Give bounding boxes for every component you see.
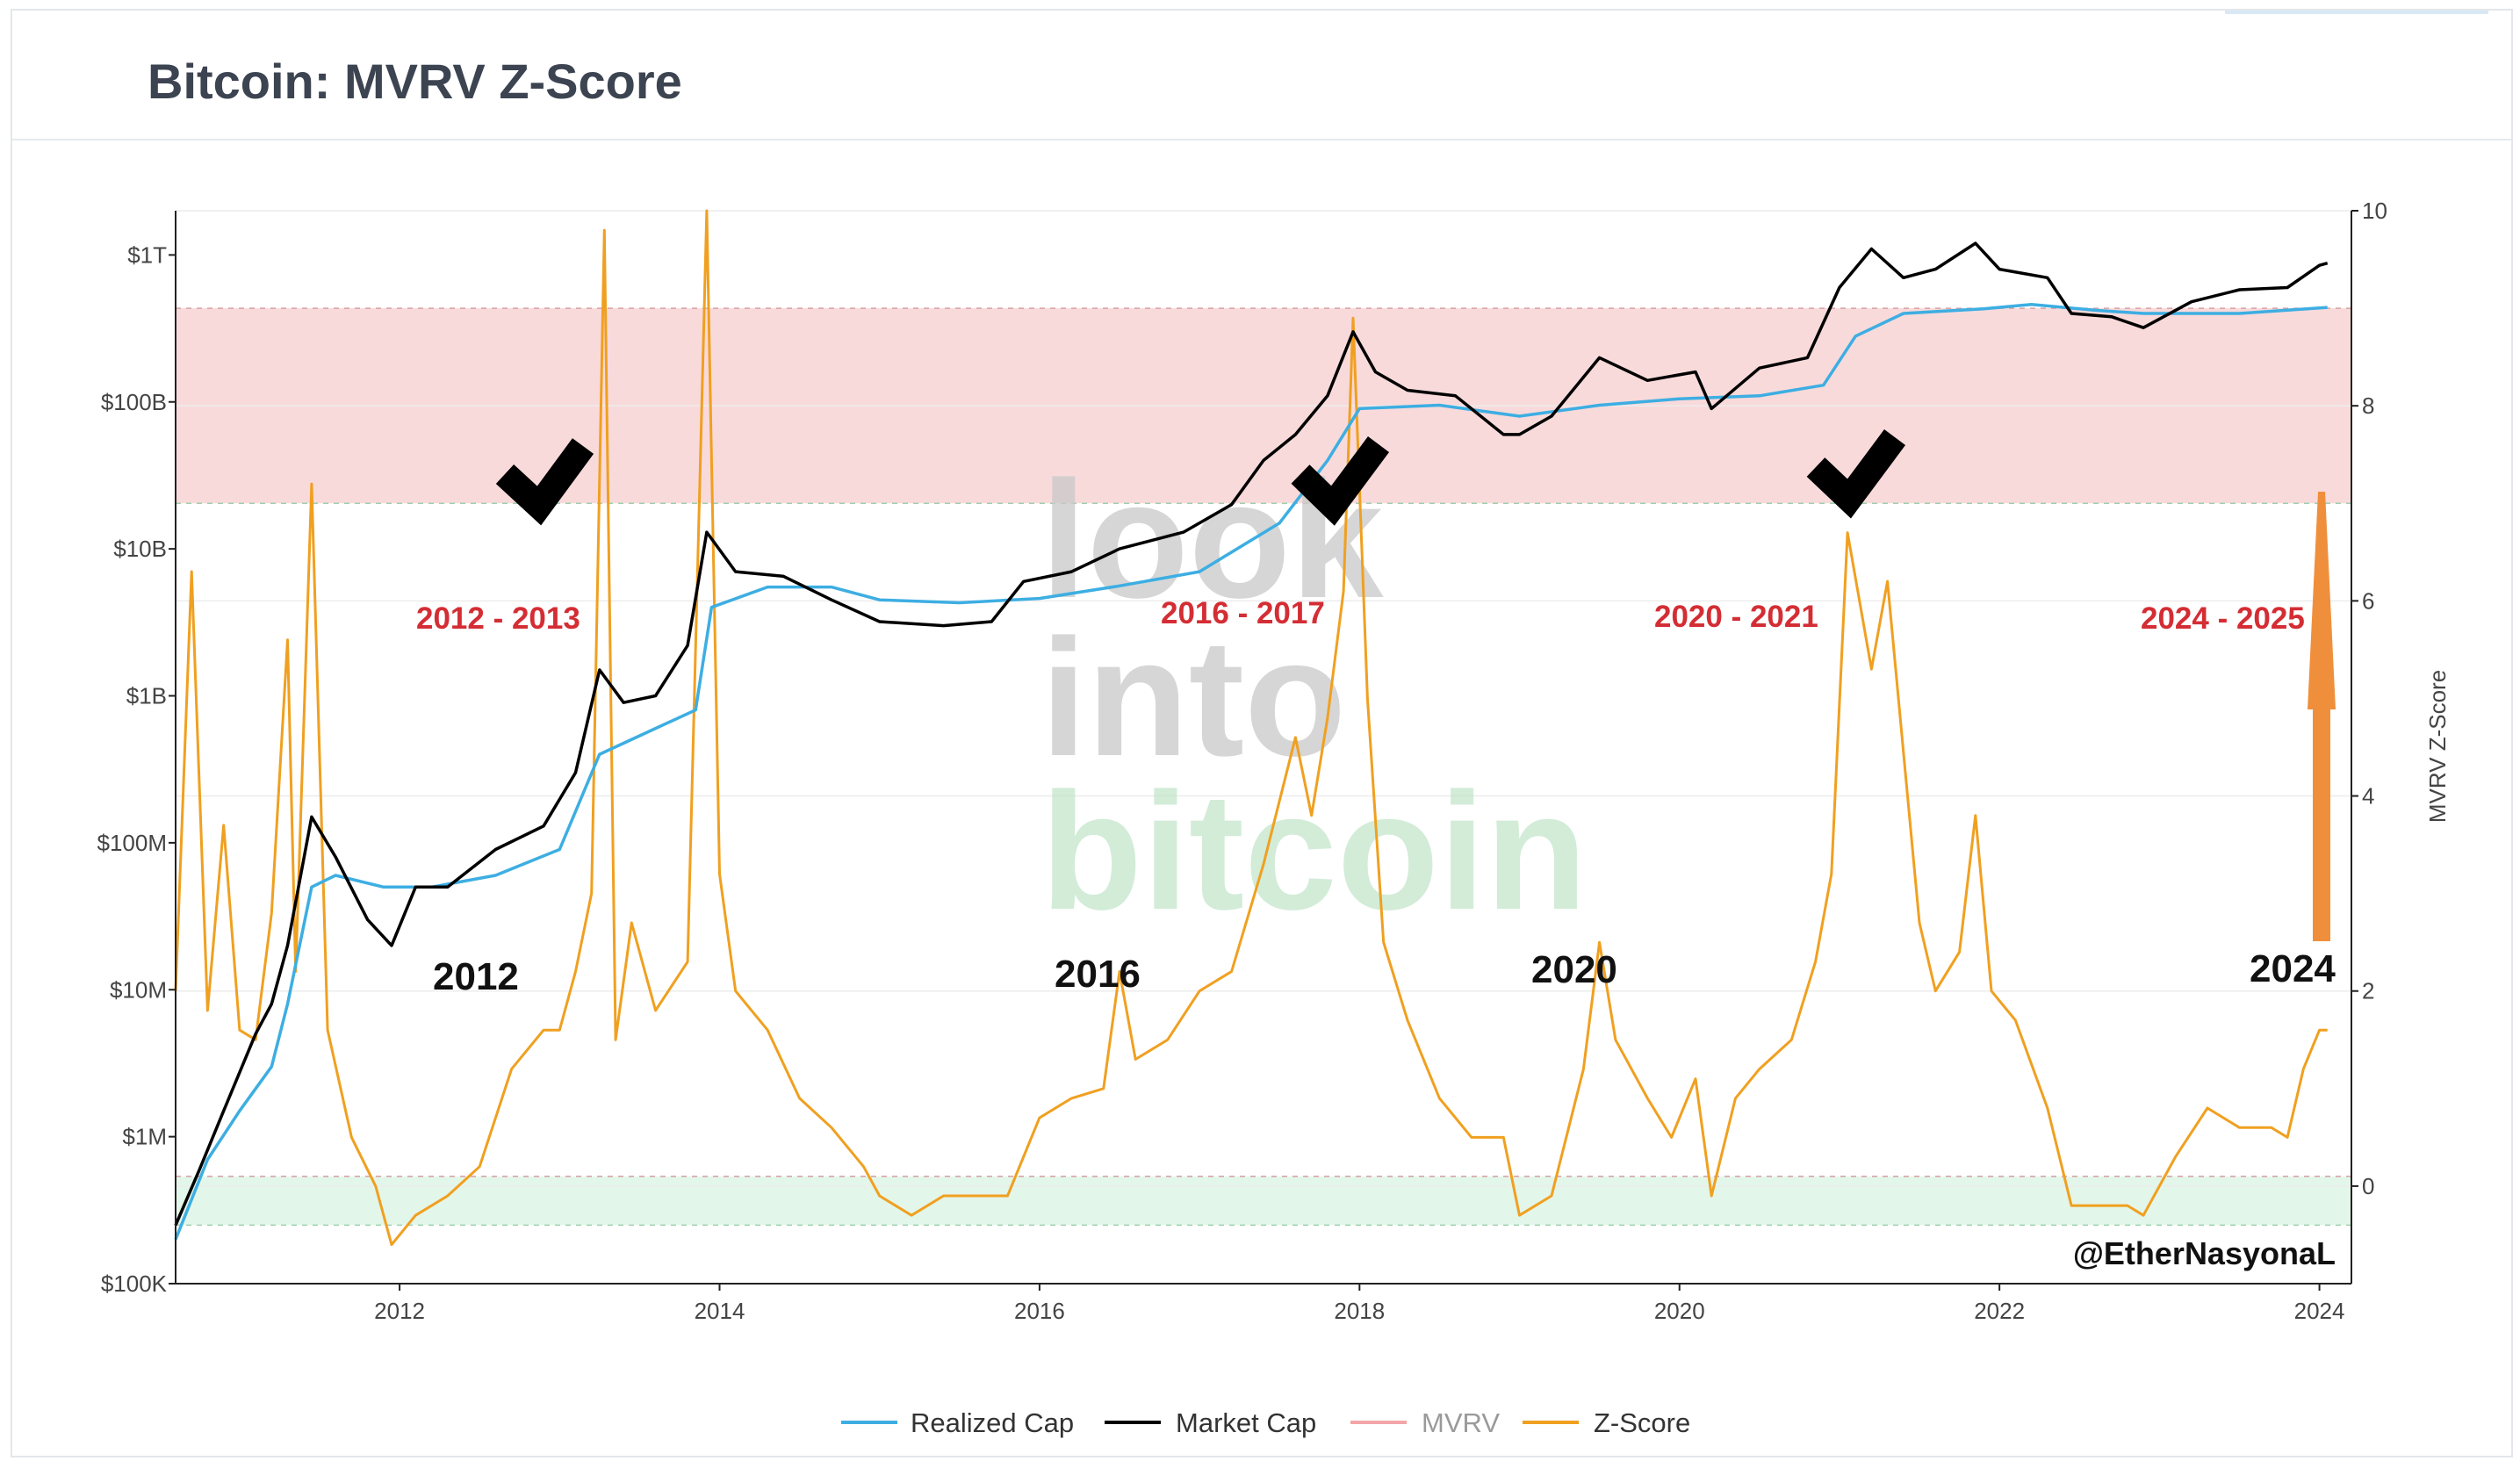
series-line-market-cap	[174, 241, 2329, 1227]
y-right-tick-label-4: 4	[2362, 783, 2374, 810]
legend-label-z-score[interactable]: Z-Score	[1594, 1407, 1690, 1438]
series-line-realized-cap	[174, 303, 2328, 1241]
axes	[175, 211, 2352, 1285]
legend-label-realized-cap[interactable]: Realized Cap	[911, 1407, 1074, 1438]
y-left-tick-label-$10B: $10B	[113, 536, 167, 562]
band-bottom-zone	[176, 1176, 2351, 1226]
series	[174, 209, 2329, 1247]
checkmark-icon-2017	[1291, 436, 1390, 526]
era-label-2016-2017: 2016 - 2017	[1161, 596, 1325, 630]
annotations: 2012 - 2013 2016 - 2017 2020 - 2021 2024…	[416, 429, 2336, 1271]
watermark: look into bitcoin	[1040, 447, 1588, 945]
legend-item-market-cap[interactable]: Market Cap	[1105, 1407, 1316, 1438]
y-right-tick-label-6: 6	[2362, 587, 2374, 614]
x-tick-label-2022: 2022	[1974, 1298, 2025, 1324]
gridlines	[176, 210, 2351, 1187]
chart-header: Bitcoin: MVRV Z-Score	[12, 11, 2511, 140]
checkmark-icon-2013	[495, 438, 594, 526]
series-line-z-score	[174, 209, 2328, 1247]
year-label-2016: 2016	[1055, 953, 1141, 996]
x-tick-label-2014: 2014	[695, 1298, 745, 1324]
right-axis-title: MVRV Z-Score	[2424, 670, 2451, 823]
x-tick-label-2012: 2012	[374, 1298, 425, 1324]
watermark-into: into	[1040, 605, 1346, 791]
x-tick-label-2024: 2024	[2294, 1298, 2345, 1324]
y-right-tick-label-0: 0	[2362, 1173, 2374, 1199]
legend-label-mvrv[interactable]: MVRV	[1422, 1407, 1500, 1438]
top-accent-strip	[2225, 11, 2488, 14]
year-label-2024: 2024	[2250, 947, 2336, 990]
author-signature: @EtherNasyonaL	[2073, 1235, 2336, 1271]
x-tick-label-2016: 2016	[1014, 1298, 1065, 1324]
x-tick-label-2018: 2018	[1334, 1298, 1385, 1324]
y-left-tick-label-$10M: $10M	[110, 976, 167, 1003]
y-left-tick-label-$1M: $1M	[122, 1124, 167, 1150]
era-label-2020-2021: 2020 - 2021	[1654, 600, 1818, 634]
x-tick-label-2020: 2020	[1654, 1298, 1705, 1324]
y-left-tick-label-$100B: $100B	[101, 389, 167, 415]
y-left-tick-label-$1T: $1T	[127, 241, 167, 268]
y-left-tick-label-$100M: $100M	[97, 830, 168, 856]
y-right-tick-label-2: 2	[2362, 978, 2374, 1004]
era-label-2024-2025: 2024 - 2025	[2141, 601, 2305, 636]
y-right-tick-label-8: 8	[2362, 392, 2374, 419]
up-arrow-icon	[2308, 492, 2336, 941]
legend-label-market-cap[interactable]: Market Cap	[1176, 1407, 1316, 1438]
legend-item-realized-cap[interactable]: Realized Cap	[841, 1407, 1074, 1438]
watermark-bitcoin: bitcoin	[1040, 759, 1588, 945]
y-right-tick-label-10: 10	[2362, 198, 2387, 224]
y-left-tick-label-$100K: $100K	[101, 1270, 168, 1297]
legend-item-mvrv[interactable]: MVRV	[1350, 1407, 1500, 1438]
y-left-tick-label-$1B: $1B	[126, 683, 167, 709]
legend[interactable]: Realized Cap Market Cap MVRV Z-Score	[841, 1407, 1690, 1438]
legend-item-z-score[interactable]: Z-Score	[1523, 1407, 1690, 1438]
page-title: Bitcoin: MVRV Z-Score	[148, 54, 682, 109]
era-label-2012-2013: 2012 - 2013	[416, 601, 580, 636]
watermark-look: look	[1040, 447, 1384, 633]
checkmark-icon-2021	[1806, 429, 1906, 519]
tick-labels: 2012 2014 2016 2018 2020 2022 2024 $100K $1M $10M…	[97, 198, 2387, 1324]
year-label-2012: 2012	[433, 955, 519, 998]
year-label-2020: 2020	[1531, 948, 1617, 991]
